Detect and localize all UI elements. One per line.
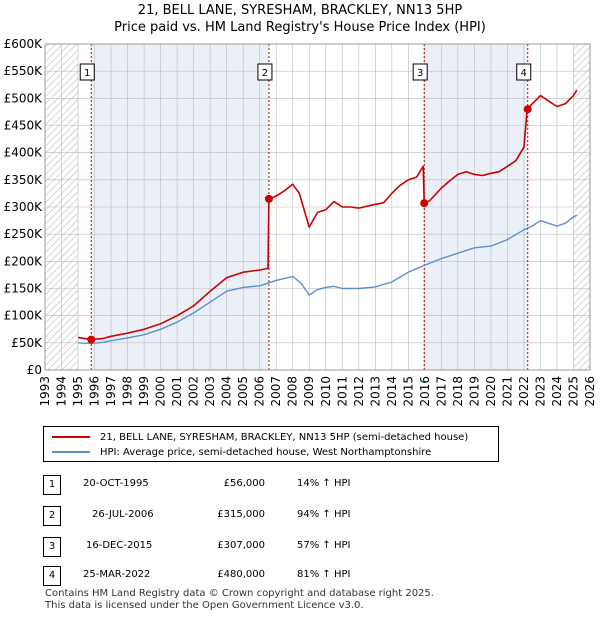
x-tick-label: 1993 [38, 376, 52, 407]
transaction-number: 1 [43, 475, 61, 495]
x-tick-label: 2016 [418, 376, 432, 407]
x-tick-label: 1999 [137, 376, 151, 407]
y-tick-label: £50K [11, 336, 43, 350]
sale-marker-label: 3 [417, 68, 423, 79]
y-tick-label: £150K [4, 282, 44, 296]
sale-point [523, 105, 532, 114]
x-tick-label: 2022 [517, 376, 531, 407]
x-tick-label: 2011 [335, 376, 349, 407]
transaction-price: £315,000 [217, 509, 265, 520]
legend-label-hpi: HPI: Average price, semi-detached house,… [100, 446, 432, 458]
x-tick-label: 2001 [170, 376, 184, 407]
footer-line2: This data is licensed under the Open Gov… [45, 600, 364, 611]
sale-marker-label: 1 [84, 68, 90, 79]
sale-marker-box [412, 63, 428, 81]
y-tick-label: £450K [4, 119, 44, 133]
x-tick-label: 2002 [187, 376, 201, 407]
x-tick-label: 1998 [121, 376, 135, 407]
sale-marker-box [257, 63, 273, 81]
transaction-hpi: 81% ↑ HPI [297, 569, 351, 580]
legend-item-property: 21, BELL LANE, SYRESHAM, BRACKLEY, NN13 … [52, 430, 468, 444]
x-tick-label: 2005 [236, 376, 250, 407]
transaction-price: £56,000 [223, 478, 265, 489]
y-tick-label: £550K [4, 64, 44, 78]
y-tick-label: £500K [4, 91, 44, 105]
sale-marker-box [79, 63, 95, 81]
x-tick-label: 2019 [467, 376, 481, 407]
x-tick-label: 2003 [203, 376, 217, 407]
y-tick-label: £350K [4, 173, 44, 187]
transaction-row: 3 16-DEC-2015 £307,000 57% ↑ HPI [43, 537, 563, 557]
x-tick-label: 1997 [104, 376, 118, 407]
y-tick-label: £300K [4, 200, 44, 214]
y-tick-label: £100K [4, 309, 44, 323]
property-price-line [77, 89, 578, 341]
x-tick-label: 2010 [319, 376, 333, 407]
x-tick-label: 2004 [220, 376, 234, 407]
hpi-line [77, 214, 578, 345]
x-tick-label: 2013 [368, 376, 382, 407]
transaction-date: 26-JUL-2006 [92, 509, 154, 520]
y-tick-label: £400K [4, 146, 44, 160]
plot-border [44, 43, 591, 371]
x-tick-label: 2026 [583, 376, 597, 407]
x-tick-label: 2012 [352, 376, 366, 407]
x-tick-label: 2023 [533, 376, 547, 407]
sale-marker-label: 2 [262, 68, 268, 79]
transaction-price: £480,000 [217, 569, 265, 580]
transaction-date: 25-MAR-2022 [83, 569, 151, 580]
x-tick-label: 2009 [302, 376, 316, 407]
sale-marker-box [516, 63, 532, 81]
x-tick-label: 2007 [269, 376, 283, 407]
transaction-hpi: 57% ↑ HPI [297, 540, 351, 551]
transaction-row: 4 25-MAR-2022 £480,000 81% ↑ HPI [43, 566, 563, 586]
x-tick-label: 2018 [451, 376, 465, 407]
x-tick-label: 2024 [550, 376, 564, 407]
y-tick-label: £600K [4, 37, 44, 51]
x-tick-label: 2015 [401, 376, 415, 407]
chart-title: 21, BELL LANE, SYRESHAM, BRACKLEY, NN13 … [0, 2, 600, 36]
x-tick-label: 2008 [286, 376, 300, 407]
legend-item-hpi: HPI: Average price, semi-detached house,… [52, 445, 431, 459]
x-tick-label: 1994 [55, 376, 69, 407]
x-tick-label: 2017 [434, 376, 448, 407]
legend-swatch-property [52, 436, 90, 438]
transaction-number: 2 [43, 506, 61, 526]
transaction-date: 16-DEC-2015 [86, 540, 153, 551]
y-tick-label: £200K [4, 254, 44, 268]
chart-title-line2: Price paid vs. HM Land Registry's House … [114, 20, 486, 35]
sale-point [87, 335, 96, 344]
price-chart: £0 £50K £100K £150K £200K £250K £300K £350K £400… [4, 37, 597, 407]
y-tick-label: £0 [27, 363, 42, 377]
transaction-row: 1 20-OCT-1995 £56,000 14% ↑ HPI [43, 475, 563, 495]
x-tick-label: 1996 [88, 376, 102, 407]
transaction-date: 20-OCT-1995 [83, 478, 149, 489]
transaction-row: 2 26-JUL-2006 £315,000 94% ↑ HPI [43, 506, 563, 526]
transaction-hpi: 14% ↑ HPI [297, 478, 351, 489]
footer-attribution: Contains HM Land Registry data © Crown c… [45, 588, 434, 612]
sale-marker-label: 4 [521, 68, 527, 79]
legend-label-property: 21, BELL LANE, SYRESHAM, BRACKLEY, NN13 … [100, 431, 469, 443]
chart-title-line1: 21, BELL LANE, SYRESHAM, BRACKLEY, NN13 … [137, 3, 463, 18]
x-tick-label: 2021 [500, 376, 514, 407]
x-tick-label: 2020 [484, 376, 498, 407]
x-tick-label: 1995 [71, 376, 85, 407]
transaction-number: 3 [43, 537, 61, 557]
x-tick-label: 2025 [566, 376, 580, 407]
transaction-price: £307,000 [217, 540, 265, 551]
x-tick-label: 2006 [253, 376, 267, 407]
transaction-hpi: 94% ↑ HPI [297, 509, 351, 520]
y-tick-label: £250K [4, 227, 44, 241]
sale-point [264, 194, 273, 203]
sale-point [420, 199, 429, 208]
x-tick-label: 2014 [385, 376, 399, 407]
x-tick-label: 2000 [154, 376, 168, 407]
chart-legend: 21, BELL LANE, SYRESHAM, BRACKLEY, NN13 … [43, 426, 499, 462]
footer-line1: Contains HM Land Registry data © Crown c… [45, 588, 434, 599]
legend-swatch-hpi [52, 451, 90, 453]
transaction-number: 4 [43, 566, 61, 586]
